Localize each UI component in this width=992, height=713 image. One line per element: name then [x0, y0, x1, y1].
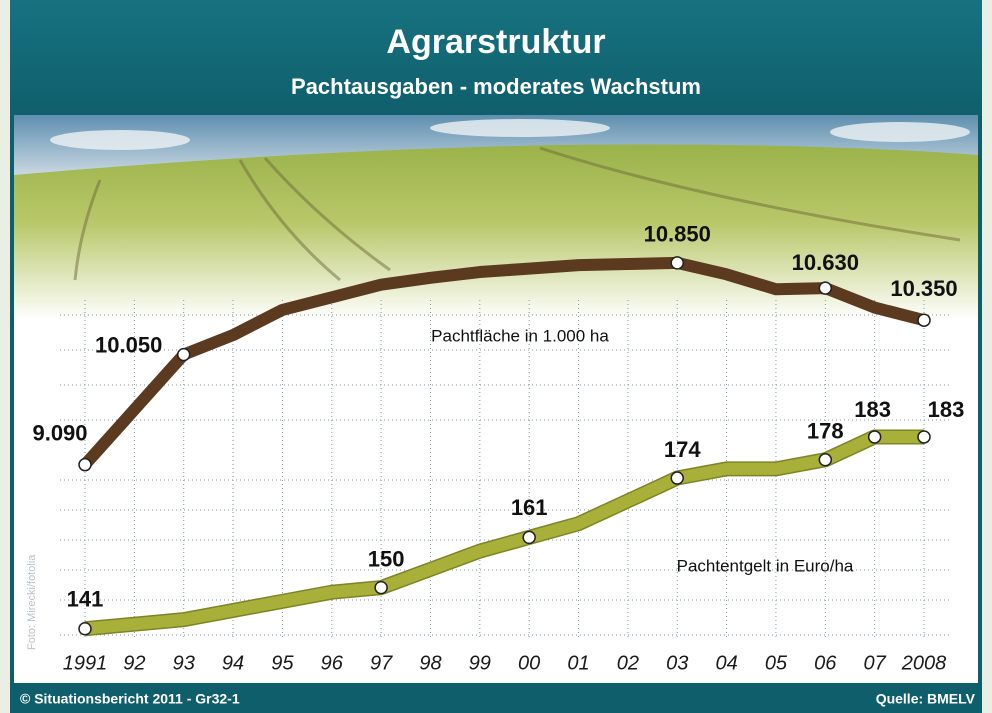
x-tick-label: 06: [814, 652, 837, 674]
data-point: [671, 257, 683, 269]
data-label: 183: [854, 397, 891, 422]
cloud: [50, 130, 190, 150]
x-tick-label: 97: [370, 652, 393, 674]
chart-title: Agrarstruktur: [386, 23, 605, 61]
data-label: 174: [664, 437, 701, 462]
series-label: Pachtfläche in 1.000 ha: [431, 326, 609, 345]
x-tick-label: 03: [666, 652, 688, 674]
infographic: Agrarstruktur Pachtausgaben - moderates …: [0, 0, 992, 713]
cloud: [430, 119, 610, 137]
x-tick-label: 01: [567, 652, 589, 674]
x-tick-label: 95: [271, 652, 294, 674]
source: Quelle: BMELV: [876, 691, 976, 707]
x-tick-label: 92: [123, 652, 145, 674]
x-tick-label: 05: [765, 652, 788, 674]
x-tick-label: 93: [173, 652, 195, 674]
data-label: 9.090: [32, 420, 87, 445]
data-point: [79, 623, 91, 635]
data-point: [918, 431, 930, 443]
data-label: 10.850: [644, 222, 711, 247]
x-tick-label: 02: [617, 652, 639, 674]
data-label: 150: [368, 546, 405, 571]
data-label: 161: [511, 495, 548, 520]
chart-subtitle: Pachtausgaben - moderates Wachstum: [291, 74, 701, 99]
data-point: [819, 282, 831, 294]
data-point: [869, 431, 881, 443]
x-tick-label: 94: [222, 652, 244, 674]
data-point: [79, 459, 91, 471]
footnote: © Situationsbericht 2011 - Gr32-1: [20, 691, 240, 707]
data-label: 10.350: [890, 276, 957, 301]
x-tick-label: 04: [715, 652, 737, 674]
data-point: [523, 531, 535, 543]
data-label: 10.050: [95, 332, 162, 357]
data-point: [671, 472, 683, 484]
photo-credit: Foto: Mirecki/fotolia: [26, 554, 38, 650]
data-label: 178: [807, 419, 844, 444]
x-tick-label: 2008: [901, 652, 947, 674]
series-label: Pachtentgelt in Euro/ha: [677, 556, 854, 575]
x-tick-label: 99: [469, 652, 491, 674]
x-tick-label: 1991: [63, 652, 108, 674]
x-tick-label: 07: [864, 652, 887, 674]
data-label: 183: [928, 397, 965, 422]
data-point: [819, 454, 831, 466]
data-point: [918, 314, 930, 326]
cloud: [830, 122, 970, 142]
x-tick-label: 00: [518, 652, 540, 674]
x-tick-label: 98: [419, 652, 441, 674]
data-point: [375, 582, 387, 594]
x-tick-label: 96: [321, 652, 344, 674]
data-label: 10.630: [792, 250, 859, 275]
data-point: [178, 349, 190, 361]
data-label: 141: [67, 587, 104, 612]
